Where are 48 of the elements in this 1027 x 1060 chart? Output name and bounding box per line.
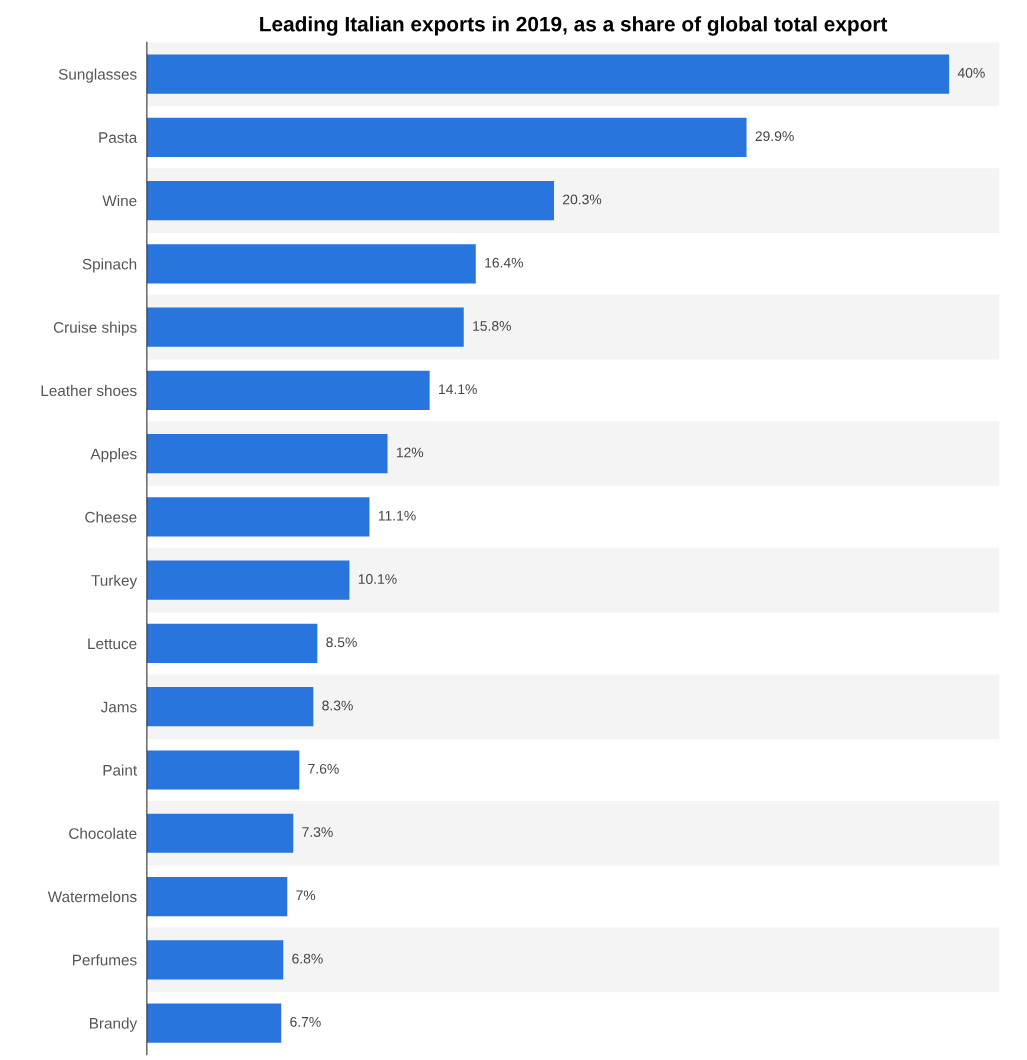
y-tick-label: Leather shoes (41, 384, 137, 397)
y-tick-label: Pasta (99, 132, 138, 143)
y-tick-label: Sunglasses (58, 68, 137, 83)
y-tick-label: Watermelons (47, 890, 137, 903)
data-label: 14.1% (439, 384, 477, 395)
y-tick-label: Perfumes (73, 954, 137, 966)
data-label: 15.8% (473, 321, 511, 331)
data-label: 29.9% (755, 131, 794, 142)
y-tick-label: Brandy (89, 1017, 138, 1032)
data-label: 7.6% (308, 763, 339, 774)
bar (146, 876, 288, 917)
data-label: 20.3% (563, 194, 602, 205)
bar (146, 560, 350, 600)
data-label: 7.3% (302, 827, 333, 837)
bar (146, 244, 476, 284)
data-label: 7% (296, 890, 316, 901)
data-label: 8.5% (326, 637, 357, 648)
data-label: 10.1% (358, 574, 397, 584)
chart-title: Leading Italian exports in 2019, as a share of global total export (260, 16, 888, 36)
bar (146, 687, 314, 727)
bar (146, 1003, 282, 1043)
y-tick-label: Lettuce (88, 638, 137, 650)
y-tick-label: Cheese (85, 511, 137, 523)
y-tick-label: Paint (103, 764, 138, 776)
y-tick-label: Apples (90, 448, 137, 463)
data-label: 6.8% (292, 953, 323, 964)
y-tick-label: Chocolate (69, 827, 137, 839)
bar (146, 497, 370, 537)
bar (146, 813, 294, 853)
y-tick-label: Spinach (82, 258, 137, 273)
bar (146, 117, 747, 157)
y-tick-label: Turkey (91, 574, 138, 589)
bar (146, 750, 300, 790)
data-label: 16.4% (485, 257, 524, 268)
data-label: 8.3% (322, 700, 353, 711)
bar (146, 180, 555, 221)
bar (146, 623, 318, 664)
bar (146, 370, 430, 410)
bar (146, 940, 284, 980)
data-label: 6.7% (290, 1016, 321, 1027)
bar (146, 434, 388, 474)
bar (146, 307, 464, 347)
data-label: 12% (396, 447, 424, 458)
data-label: 40% (957, 67, 985, 78)
data-label: 11.1% (378, 510, 416, 521)
y-tick-label: Cruise ships (53, 321, 137, 336)
y-tick-label: Jams (100, 701, 137, 713)
y-tick-label: Wine (102, 195, 137, 207)
